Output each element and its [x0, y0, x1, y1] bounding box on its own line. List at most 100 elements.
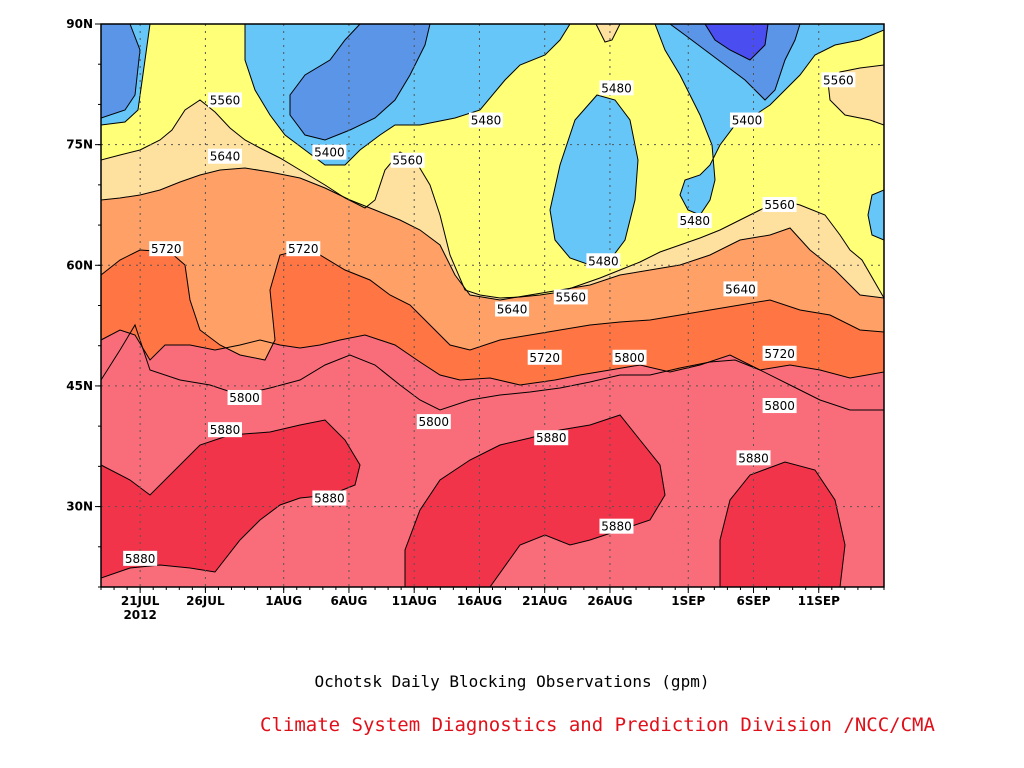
contour-label-text: 5720	[288, 242, 319, 256]
core-5880-left	[101, 420, 360, 578]
contour-label-bg	[677, 213, 712, 229]
contour-label: 5880	[599, 518, 634, 534]
contour-label: 5880	[312, 490, 347, 506]
x-tick-label: 6AUG	[331, 594, 368, 608]
blue-lt5400-top	[705, 24, 768, 60]
contour-label: 5720	[286, 241, 321, 257]
contour-label-text: 5800	[419, 415, 450, 429]
contour-label-text: 5560	[210, 93, 241, 107]
contour-label-bg	[416, 414, 451, 430]
contour-label-bg	[723, 281, 758, 297]
contour-label: 5480	[599, 80, 634, 96]
x-tick-label: 11SEP	[798, 594, 841, 608]
contour-label: 5400	[312, 144, 347, 160]
contour-lines	[101, 24, 884, 587]
contour-label-text: 5400	[314, 146, 345, 160]
contour-label: 5720	[149, 241, 184, 257]
blue-right-edge	[868, 190, 884, 240]
contour-fills	[101, 24, 884, 587]
contour-label-bg	[586, 253, 621, 269]
contour-label-text: 5480	[471, 114, 502, 128]
contour-label: 5560	[762, 196, 797, 212]
contour-label: 5880	[534, 430, 569, 446]
contour-label: 5880	[736, 450, 771, 466]
contour-label-bg	[495, 301, 530, 317]
x-tick-label: 6SEP	[737, 594, 771, 608]
contour-label-text: 5480	[680, 214, 711, 228]
contour-label-text: 5560	[556, 290, 587, 304]
contour-label-bg	[729, 112, 764, 128]
x-tick-label: 1AUG	[265, 594, 302, 608]
contour-label: 5560	[207, 92, 242, 108]
core-5880-mid	[405, 415, 665, 587]
contour-label-text: 5560	[764, 198, 795, 212]
blue-5400-upperright	[670, 24, 800, 100]
contour-label: 5720	[762, 345, 797, 361]
contour-label-bg	[553, 289, 588, 305]
contour-label-text: 5640	[725, 282, 756, 296]
contour-label-bg	[207, 422, 242, 438]
x-tick-label: 1SEP	[671, 594, 705, 608]
contour-label-bg	[534, 430, 569, 446]
contour-label-text: 5640	[210, 150, 241, 164]
chart-title: Ochotsk Daily Blocking Observations (gpm…	[314, 672, 710, 691]
contour-label-bg	[286, 241, 321, 257]
core-5880-right	[720, 462, 845, 587]
y-tick-label: 90N	[66, 17, 93, 31]
contour-label-text: 5880	[210, 423, 241, 437]
contour-label-bg	[312, 144, 347, 160]
blue-5480-oval	[550, 95, 638, 265]
contour-label: 5640	[495, 301, 530, 317]
contour-label-text: 5480	[601, 81, 632, 95]
contour-label-bg	[762, 196, 797, 212]
contour-label: 5480	[468, 112, 503, 128]
contour-label-bg	[207, 92, 242, 108]
contour-label-bg	[821, 72, 856, 88]
x-tick-label: 26JUL	[186, 594, 225, 608]
contour-label: 5720	[527, 349, 562, 365]
x-tick-label: 26AUG	[587, 594, 632, 608]
contour-label: 5800	[416, 414, 451, 430]
contour-label: 5800	[762, 398, 797, 414]
x-tick-label: 21JUL	[121, 594, 160, 608]
credit-line: Climate System Diagnostics and Predictio…	[260, 714, 935, 736]
blue-5400-upper	[290, 24, 430, 140]
contour-label: 5480	[677, 213, 712, 229]
contour-label: 5640	[207, 148, 242, 164]
contour-label-bg	[599, 518, 634, 534]
tan-top-small	[596, 24, 620, 42]
contour-label: 5560	[390, 152, 425, 168]
contour-label-text: 5880	[738, 451, 769, 465]
contour-label-bg	[468, 112, 503, 128]
x-tick-label: 11AUG	[392, 594, 437, 608]
contour-label-bg	[123, 550, 158, 566]
contour-label-bg	[762, 345, 797, 361]
contour-label: 5560	[553, 289, 588, 305]
y-tick-label: 45N	[66, 379, 93, 393]
contour-label: 5800	[227, 389, 262, 405]
contour-label: 5400	[729, 112, 764, 128]
contour-label-bg	[390, 152, 425, 168]
contour-label-bg	[207, 148, 242, 164]
contour-label: 5560	[821, 72, 856, 88]
contour-label-text: 5800	[764, 399, 795, 413]
contour-label-bg	[312, 490, 347, 506]
contour-label-text: 5720	[529, 351, 560, 365]
grid-lines	[101, 24, 884, 587]
contour-label-text: 5560	[823, 73, 854, 87]
contour-label-bg	[736, 450, 771, 466]
year-label: 2012	[123, 608, 156, 622]
contour-label-text: 5400	[732, 114, 763, 128]
blue-5400-topleft	[101, 24, 140, 118]
contour-label-text: 5880	[125, 552, 156, 566]
x-tick-label: 21AUG	[522, 594, 567, 608]
contour-label-text: 5800	[229, 391, 260, 405]
y-tick-label: 30N	[66, 500, 93, 514]
contour-label-bg	[762, 398, 797, 414]
contour-label-layer: 5560 5640 5400 5560 5480 5480 5400 5560 5480 5560…	[123, 72, 856, 566]
blue-5480-upperright	[655, 24, 884, 215]
x-tick-label: 16AUG	[457, 594, 502, 608]
contour-label: 5880	[123, 550, 158, 566]
